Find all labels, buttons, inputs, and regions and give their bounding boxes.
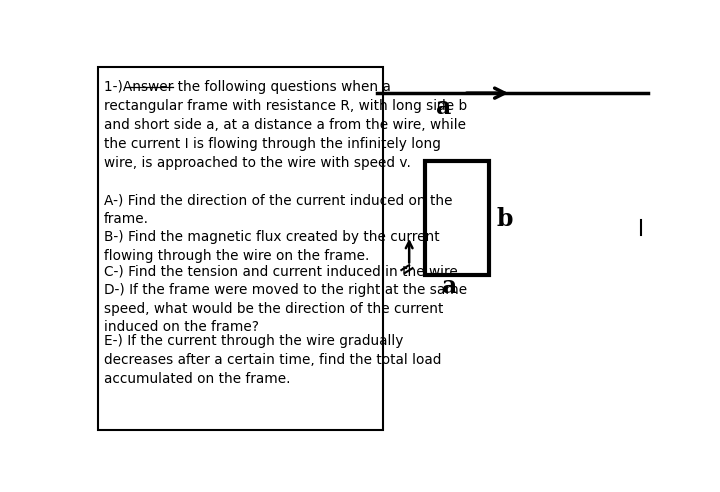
Text: A-) Find the direction of the current induced on the
frame.: A-) Find the direction of the current in… <box>104 193 452 226</box>
Text: E-) If the current through the wire gradually
decreases after a certain time, fi: E-) If the current through the wire grad… <box>104 334 441 386</box>
Text: B-) Find the magnetic flux created by the current
flowing through the wire on th: B-) Find the magnetic flux created by th… <box>104 230 440 263</box>
Text: b: b <box>497 207 513 231</box>
Bar <box>98 66 383 430</box>
Text: 1-)Answer the following questions when a
rectangular frame with resistance R, wi: 1-)Answer the following questions when a… <box>104 80 467 170</box>
Bar <box>425 161 489 275</box>
Text: C-) Find the tension and current induced in the wire.: C-) Find the tension and current induced… <box>104 264 462 278</box>
Text: a: a <box>442 275 457 298</box>
Text: a: a <box>436 95 451 119</box>
Text: D-) If the frame were moved to the right at the same
speed, what would be the di: D-) If the frame were moved to the right… <box>104 282 467 335</box>
